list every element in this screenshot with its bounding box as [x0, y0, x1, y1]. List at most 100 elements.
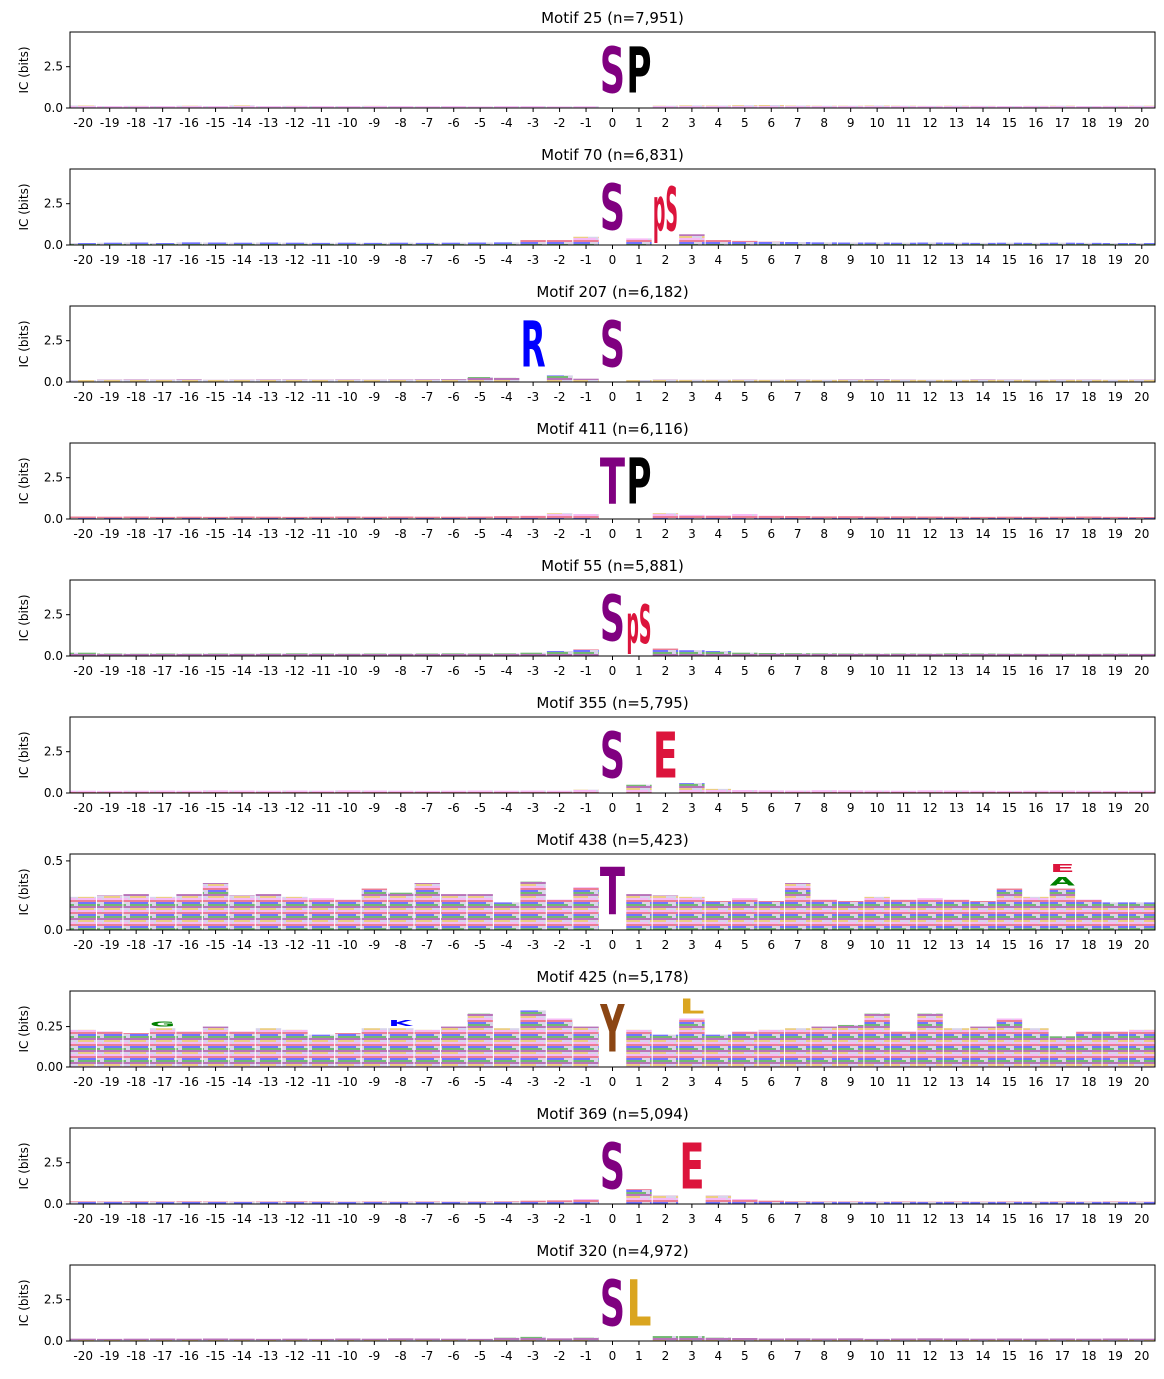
x-tick-label: 6	[767, 116, 775, 130]
background-stack	[1129, 1029, 1155, 1067]
x-tick-label: -16	[179, 1075, 199, 1089]
background-stack	[546, 513, 573, 519]
x-tick-label: 3	[688, 1212, 696, 1226]
background-stack	[467, 106, 493, 108]
background-stack	[467, 516, 493, 519]
x-tick-label: -3	[527, 253, 539, 267]
x-tick-label: 3	[688, 801, 696, 815]
background-stack	[864, 1201, 890, 1204]
logo-letter: S	[600, 719, 625, 793]
background-stack	[229, 1338, 255, 1341]
x-tick-label: 12	[922, 1349, 937, 1363]
background-stack	[732, 379, 758, 382]
background-stack	[255, 516, 282, 519]
x-tick-label: 2	[662, 527, 670, 541]
background-stack	[70, 652, 96, 656]
background-stack	[970, 1201, 996, 1204]
background-stack	[626, 1029, 652, 1067]
x-tick-label: 5	[741, 1075, 749, 1089]
x-tick-label: -6	[448, 253, 460, 267]
background-stack	[1049, 242, 1076, 245]
x-tick-label: -15	[206, 390, 226, 404]
background-stack	[626, 784, 652, 793]
y-tick-label: 0.0	[44, 375, 63, 389]
axes-frame	[69, 579, 1156, 657]
x-tick-label: -1	[580, 116, 592, 130]
background-stack	[917, 1013, 943, 1067]
background-stack	[441, 106, 467, 108]
background-stack	[388, 1201, 414, 1204]
logo-letter: L	[679, 995, 704, 1019]
background-stack	[96, 379, 123, 382]
background-stack	[1049, 1201, 1076, 1204]
x-tick-label: -10	[338, 527, 358, 541]
x-tick-label: -18	[126, 1349, 146, 1363]
background-stack	[361, 1028, 388, 1067]
x-tick-label: -19	[100, 938, 120, 952]
background-stack	[732, 105, 758, 108]
background-stack	[917, 1201, 943, 1204]
background-stack	[1023, 790, 1049, 793]
x-tick-label: -16	[179, 801, 199, 815]
logo-letter: E	[679, 1131, 704, 1204]
x-tick-label: 14	[975, 664, 990, 678]
background-stack	[811, 790, 837, 793]
panel-title: Motif 70 (n=6,831)	[541, 146, 684, 164]
logo-letter: Y	[600, 992, 625, 1067]
background-stack	[1129, 790, 1155, 793]
background-stack	[202, 883, 229, 930]
background-stack	[837, 516, 864, 519]
x-tick-label: 2	[662, 1349, 670, 1363]
background-stack	[520, 652, 546, 656]
x-tick-label: -6	[448, 116, 460, 130]
background-stack	[520, 1336, 546, 1341]
x-tick-label: 11	[896, 1075, 911, 1089]
x-tick-label: -1	[580, 1212, 592, 1226]
x-tick-label: 1	[635, 1075, 643, 1089]
x-tick-label: -6	[448, 938, 460, 952]
x-tick-label: -3	[527, 1349, 539, 1363]
background-stack	[308, 379, 335, 382]
logo-letter: S	[600, 171, 625, 245]
background-stack	[890, 516, 917, 519]
background-stack	[176, 1201, 202, 1204]
x-tick-label: 20	[1134, 1212, 1149, 1226]
x-tick-label: -18	[126, 1212, 146, 1226]
x-tick-label: 9	[847, 253, 855, 267]
x-tick-label: -13	[259, 116, 279, 130]
x-tick-label: 20	[1134, 527, 1149, 541]
background-stack	[1023, 896, 1049, 930]
background-stack	[890, 899, 917, 930]
background-stack	[970, 105, 996, 108]
background-stack	[705, 651, 732, 656]
background-stack	[573, 789, 599, 793]
x-tick-label: -14	[232, 527, 252, 541]
x-tick-label: 10	[869, 938, 884, 952]
background-stack	[1049, 516, 1076, 519]
background-stack	[970, 516, 996, 519]
background-stack	[1129, 379, 1155, 382]
logo-letter: pS	[626, 595, 651, 657]
background-stack	[679, 650, 705, 656]
x-tick-label: -6	[448, 801, 460, 815]
x-tick-label: -12	[285, 938, 305, 952]
background-stack	[943, 1028, 970, 1067]
background-stack	[229, 1201, 255, 1204]
x-tick-label: -3	[527, 116, 539, 130]
x-tick-label: 5	[741, 938, 749, 952]
background-stack	[255, 1201, 282, 1204]
x-tick-label: -2	[554, 1349, 566, 1363]
x-tick-label: 18	[1081, 527, 1096, 541]
x-tick-label: -10	[338, 1349, 358, 1363]
x-tick-label: 4	[715, 116, 723, 130]
x-tick-label: -18	[126, 801, 146, 815]
background-stack	[308, 653, 335, 656]
logo-letter: E	[653, 720, 678, 793]
background-stack	[70, 1201, 96, 1204]
background-stack	[335, 899, 361, 930]
x-tick-label: 7	[794, 938, 802, 952]
x-tick-label: -15	[206, 801, 226, 815]
x-tick-label: -5	[474, 801, 486, 815]
x-tick-label: 7	[794, 1349, 802, 1363]
x-tick-label: -14	[232, 938, 252, 952]
